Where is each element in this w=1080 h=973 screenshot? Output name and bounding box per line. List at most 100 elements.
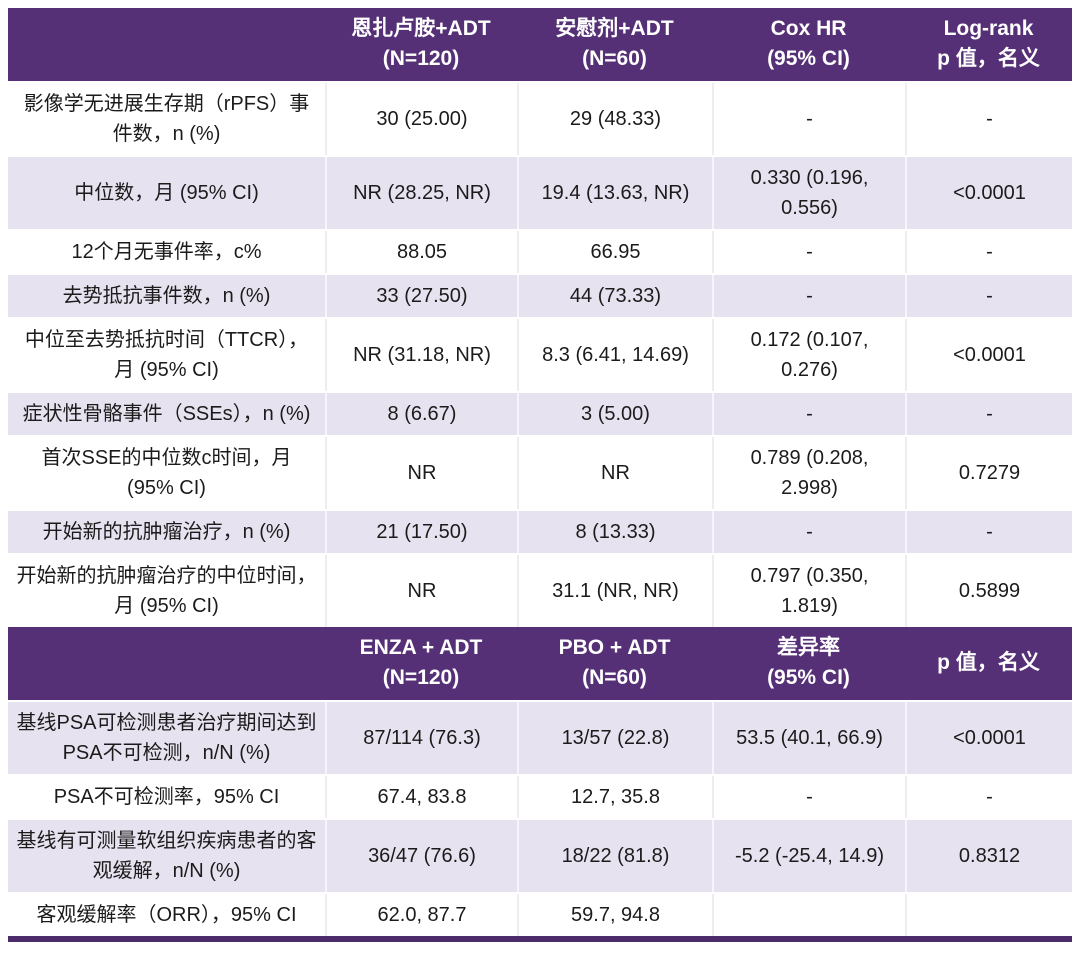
cell-value: -	[712, 510, 905, 553]
results-table: 恩扎卢胺+ADT (N=120) 安慰剂+ADT (N=60) Cox HR (95% C…	[8, 8, 1072, 942]
cell-value: 29 (48.33)	[517, 82, 712, 155]
cell-value: -	[905, 510, 1072, 553]
header-line1: p 值，名义	[937, 651, 1040, 675]
header-line1: PBO + ADT	[558, 635, 671, 659]
row-label: 基线有可测量软组织疾病患者的客观缓解，n/N (%)	[16, 829, 317, 882]
cell-value: <0.0001	[905, 318, 1072, 391]
cell-value: -	[905, 392, 1072, 435]
cell-value: -5.2 (-25.4, 14.9)	[712, 819, 905, 892]
header-row: ENZA + ADT (N=120) PBO + ADT (N=60) 差异率 (95% …	[8, 626, 1072, 700]
cell-value: -	[712, 274, 905, 317]
cell-value: 44 (73.33)	[517, 274, 712, 317]
header-line1: ENZA + ADT	[359, 635, 483, 659]
cell-value: 53.5 (40.1, 66.9)	[712, 701, 905, 774]
cell-value: 8.3 (6.41, 14.69)	[517, 318, 712, 391]
table-row: 去势抵抗事件数，n (%) 33 (27.50) 44 (73.33) - -	[8, 272, 1072, 317]
table-row: 12个月无事件率，c% 88.05 66.95- -	[8, 228, 1072, 273]
cell-value: 8 (13.33)	[517, 510, 712, 553]
cell-value: 33 (27.50)	[325, 274, 517, 317]
row-label: 开始新的抗肿瘤治疗，n (%)	[42, 520, 291, 543]
cell-value: NR	[325, 436, 517, 509]
row-label: 客观缓解率（ORR），95% CI	[36, 903, 297, 926]
header-line2: (N=60)	[582, 47, 647, 71]
cell-value: 66.95	[517, 230, 712, 273]
row-label: PSA不可检测率，95% CI	[53, 785, 280, 808]
row-label: 影像学无进展生存期（rPFS）事件数，n (%)	[23, 92, 310, 145]
cell-value: 0.172 (0.107, 0.276)	[712, 318, 905, 391]
cell-value: 13/57 (22.8)	[517, 701, 712, 774]
header-cell: 安慰剂+ADT (N=60)	[517, 8, 712, 81]
cell-value: -	[905, 82, 1072, 155]
cell-value: 0.7279	[905, 436, 1072, 509]
cell-value: NR	[325, 554, 517, 627]
header-line2: (95% CI)	[767, 47, 850, 71]
cell-value: 87/114 (76.3)	[325, 701, 517, 774]
cell-value: NR (28.25, NR)	[325, 156, 517, 229]
cell-value: -	[712, 392, 905, 435]
header-cell: 恩扎卢胺+ADT (N=120)	[325, 8, 517, 81]
row-label: 12个月无事件率，c%	[71, 240, 262, 263]
cell-value	[712, 893, 905, 936]
table-row: PSA不可检测率，95% CI 67.4, 83.8 12.7, 35.8- -	[8, 773, 1072, 818]
cell-value: -	[712, 230, 905, 273]
header-line2: (N=120)	[382, 47, 460, 71]
cell-value: 12.7, 35.8	[517, 775, 712, 818]
header-cell	[8, 627, 325, 699]
cell-value: 67.4, 83.8	[325, 775, 517, 818]
table-row: 影像学无进展生存期（rPFS）事件数，n (%) 30 (25.00) 29 (48…	[8, 80, 1072, 155]
cell-value: -	[905, 230, 1072, 273]
row-label: 基线PSA可检测患者治疗期间达到PSA不可检测，n/N (%)	[16, 711, 317, 764]
table-row: 首次SSE的中位数c时间，月 (95% CI) NR NR 0.789 (0.208,…	[8, 434, 1072, 509]
header-line2: (N=60)	[582, 666, 647, 690]
cell-value: 0.8312	[905, 819, 1072, 892]
header-cell: 差异率 (95% CI)	[712, 627, 905, 700]
cell-value: <0.0001	[905, 156, 1072, 229]
header-cell: ENZA + ADT (N=120)	[325, 627, 517, 700]
cell-value: -	[905, 274, 1072, 317]
cell-value: 0.797 (0.350, 1.819)	[712, 554, 905, 627]
cell-value: 21 (17.50)	[325, 510, 517, 553]
cell-value: 30 (25.00)	[325, 82, 517, 155]
header-cell: Log-rank p 值，名义	[905, 8, 1072, 81]
table-row: 基线PSA可检测患者治疗期间达到PSA不可检测，n/N (%) 87/114 (7…	[8, 699, 1072, 774]
cell-value: -	[712, 775, 905, 818]
header-cell: Cox HR (95% CI)	[712, 8, 905, 81]
table-row: 开始新的抗肿瘤治疗，n (%) 21 (17.50) 8 (13.33) - -	[8, 508, 1072, 553]
row-label: 中位数，月 (95% CI)	[74, 181, 259, 204]
table-row: 症状性骨骼事件（SSEs），n (%) 8 (6.67) 3 (5.00) - -	[8, 390, 1072, 435]
cell-value	[905, 893, 1072, 936]
header-cell: p 值，名义	[905, 627, 1072, 699]
header-line2: (95% CI)	[767, 666, 850, 690]
cell-value: 0.5899	[905, 554, 1072, 627]
header-line2: (N=120)	[382, 666, 460, 690]
cell-value: -	[905, 775, 1072, 818]
header-line1: 恩扎卢胺+ADT	[351, 17, 491, 40]
cell-value: -	[712, 82, 905, 155]
cell-value: 3 (5.00)	[517, 392, 712, 435]
header-row: 恩扎卢胺+ADT (N=120) 安慰剂+ADT (N=60) Cox HR (95% C…	[8, 8, 1072, 81]
table-row: 中位数，月 (95% CI) NR (28.25, NR) 19.4 (13.63,…	[8, 154, 1072, 229]
cell-value: 88.05	[325, 230, 517, 273]
table-row: 基线有可测量软组织疾病患者的客观缓解，n/N (%) 36/47 (76.6) 18…	[8, 817, 1072, 892]
row-label: 中位至去势抵抗时间（TTCR），月 (95% CI)	[24, 328, 309, 381]
header-line2: p 值，名义	[937, 47, 1040, 71]
cell-value: 59.7, 94.8	[517, 893, 712, 936]
table-row: 客观缓解率（ORR），95% CI 62.0, 87.7 59.7, 94.8	[8, 891, 1072, 936]
cell-value: NR (31.18, NR)	[325, 318, 517, 391]
cell-value: 0.789 (0.208, 2.998)	[712, 436, 905, 509]
cell-value: 36/47 (76.6)	[325, 819, 517, 892]
row-label: 首次SSE的中位数c时间，月 (95% CI)	[41, 446, 292, 499]
cell-value: 62.0, 87.7	[325, 893, 517, 936]
row-label: 去势抵抗事件数，n (%)	[62, 284, 271, 307]
table-row: 中位至去势抵抗时间（TTCR），月 (95% CI) NR (31.18, NR)…	[8, 316, 1072, 391]
header-line1: Cox HR	[770, 17, 847, 40]
cell-value: 18/22 (81.8)	[517, 819, 712, 892]
cell-value: <0.0001	[905, 701, 1072, 774]
header-cell	[8, 8, 325, 80]
row-label: 开始新的抗肿瘤治疗的中位时间，月 (95% CI)	[16, 564, 317, 617]
cell-value: NR	[517, 436, 712, 509]
table-row: 开始新的抗肿瘤治疗的中位时间，月 (95% CI) NR 31.1 (NR, NR)…	[8, 552, 1072, 627]
header-line1: Log-rank	[943, 17, 1034, 40]
cell-value: 19.4 (13.63, NR)	[517, 156, 712, 229]
cell-value: 8 (6.67)	[325, 392, 517, 435]
